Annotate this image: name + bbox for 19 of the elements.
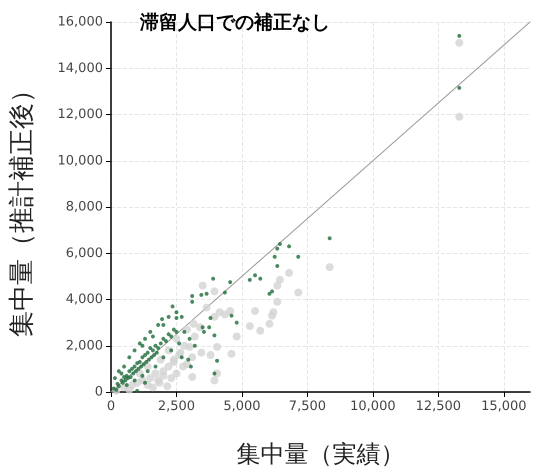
x-tick-label: 7,500 xyxy=(288,399,326,414)
x-tick-label: 10,000 xyxy=(350,399,396,414)
y-axis-title: 集中量（推計補正後） xyxy=(7,77,37,337)
chart-title: 滞留人口での補正なし xyxy=(139,12,330,34)
x-tick-label: 12,500 xyxy=(416,399,462,414)
y-tick-label: 0 xyxy=(94,384,103,400)
x-tick-label: 15,000 xyxy=(481,399,527,414)
y-tick-label: 2,000 xyxy=(66,338,103,354)
y-tick-label: 4,000 xyxy=(66,292,103,307)
x-axis-title: 集中量（実績） xyxy=(236,440,404,468)
x-tick-label: 0 xyxy=(106,399,116,414)
y-tick-label: 10,000 xyxy=(58,153,103,168)
x-tick-label: 5,000 xyxy=(223,399,261,414)
y-tick-label: 12,000 xyxy=(58,107,103,122)
y-tick-label: 6,000 xyxy=(66,246,103,261)
x-tick-label: 2,500 xyxy=(158,399,196,414)
y-tick-label: 8,000 xyxy=(66,200,103,214)
y-tick-label: 16,000 xyxy=(58,14,103,30)
y-tick-label: 14,000 xyxy=(58,60,103,76)
